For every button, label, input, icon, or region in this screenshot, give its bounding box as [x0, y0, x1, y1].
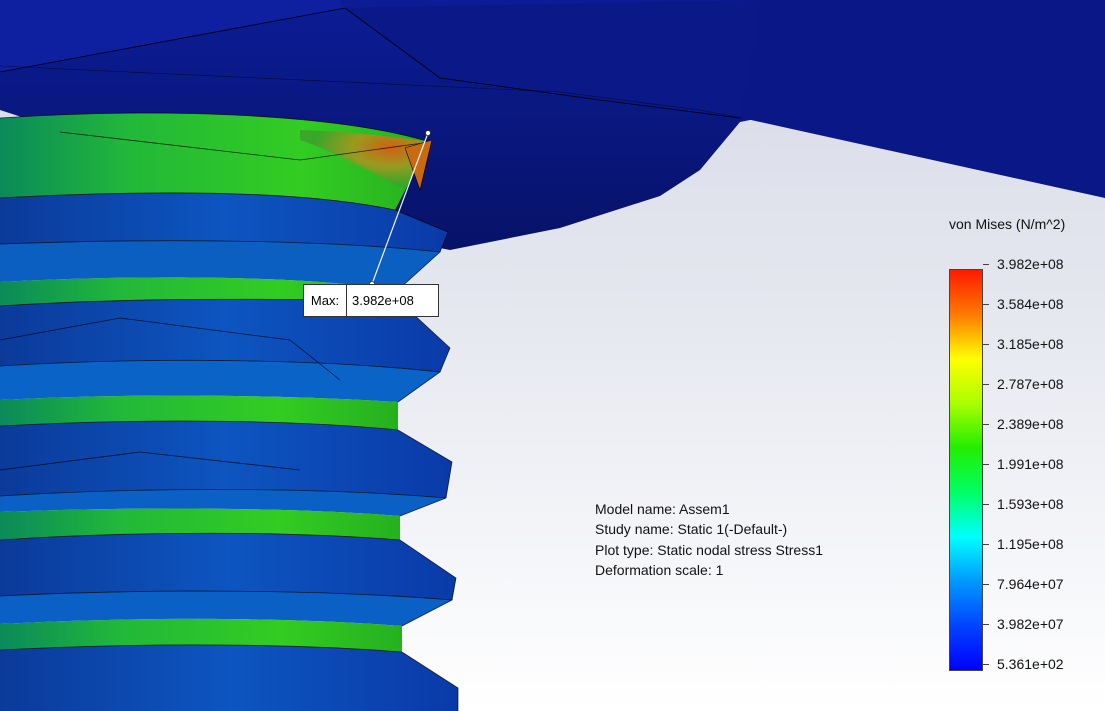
- legend-tick-label: 7.964e+07: [997, 576, 1064, 592]
- legend-tick-label: 2.787e+08: [997, 376, 1064, 392]
- legend-tick-mark: [983, 344, 989, 345]
- legend-tick-mark: [983, 264, 989, 265]
- legend-tick-mark: [983, 304, 989, 305]
- legend-tick-label: 3.185e+08: [997, 336, 1064, 352]
- legend-tick-label: 2.389e+08: [997, 416, 1064, 432]
- plot-type-text: Plot type: Static nodal stress Stress1: [595, 541, 823, 558]
- legend-tick-mark: [983, 464, 989, 465]
- legend-tick-mark: [983, 624, 989, 625]
- model-name-text: Model name: Assem1: [595, 501, 730, 517]
- max-label: Max:: [304, 285, 347, 316]
- legend-tick-label: 1.593e+08: [997, 496, 1064, 512]
- legend-tick-label: 3.982e+07: [997, 616, 1064, 632]
- legend-tick-mark: [983, 544, 989, 545]
- max-stress-callout[interactable]: Max: 3.982e+08: [303, 284, 439, 317]
- study-name-text: Study name: Static 1(-Default-): [595, 521, 788, 538]
- legend-color-bar[interactable]: [949, 269, 983, 671]
- nut-body: [0, 0, 1105, 250]
- legend-tick-mark: [983, 384, 989, 385]
- legend-tick-label: 5.361e+02: [997, 656, 1064, 672]
- legend-tick-mark: [983, 584, 989, 585]
- legend-tick-label: 1.991e+08: [997, 456, 1064, 472]
- legend-tick-mark: [983, 504, 989, 505]
- legend-tick-label: 3.584e+08: [997, 296, 1064, 312]
- max-value: 3.982e+08: [352, 293, 414, 308]
- study-info-block: Model name: Assem1 Study name: Static 1(…: [595, 499, 823, 580]
- deformation-scale-text: Deformation scale: 1: [595, 561, 724, 578]
- legend-tick-mark: [983, 664, 989, 665]
- legend-title: von Mises (N/m^2): [949, 216, 1066, 232]
- legend-tick-mark: [983, 424, 989, 425]
- legend-tick-label: 1.195e+08: [997, 536, 1064, 552]
- bolt-threads: [0, 112, 459, 711]
- legend-tick-label: 3.982e+08: [997, 256, 1064, 272]
